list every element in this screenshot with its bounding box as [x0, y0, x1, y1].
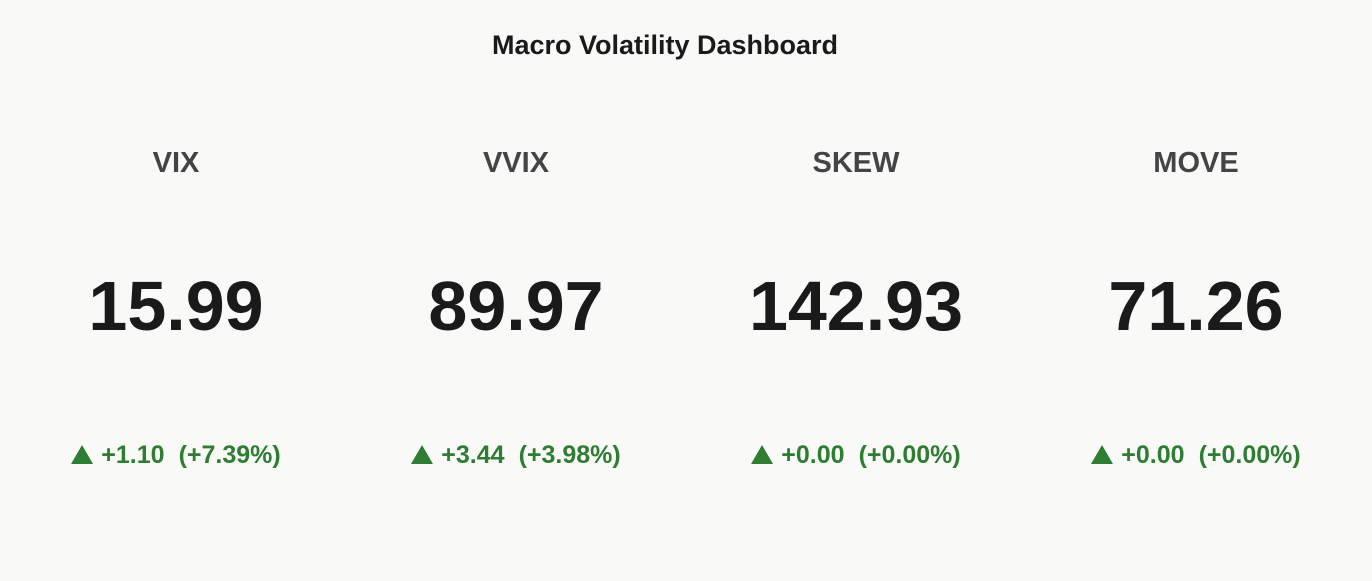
indicator-value: 142.93 [748, 267, 964, 345]
delta-abs: +1.10 [101, 441, 165, 469]
indicator-name: VVIX [482, 147, 550, 179]
card-row: VIX 15.99 +1.10 (+7.39%) VVIX 89.97 +3.44 (+3.9… [6, 0, 1366, 581]
delta-pct: (+3.98%) [518, 441, 621, 469]
indicator-delta: +0.00 (+0.00%) [1026, 441, 1366, 470]
indicator-name: VIX [152, 147, 200, 179]
indicator-name: SKEW [812, 147, 900, 179]
delta-abs: +3.44 [441, 441, 505, 469]
dashboard-title: Macro Volatility Dashboard [491, 30, 839, 60]
indicator-value: 15.99 [88, 267, 264, 345]
up-arrow [71, 445, 94, 464]
indicator-delta: +0.00 (+0.00%) [686, 441, 1026, 470]
delta-abs: +0.00 [781, 441, 845, 469]
delta-pct: (+7.39%) [178, 441, 281, 469]
indicator-card: VVIX 89.97 +3.44 (+3.98%) [346, 0, 686, 581]
indicator-card: VIX 15.99 +1.10 (+7.39%) [6, 0, 346, 581]
indicator-delta: +1.10 (+7.39%) [6, 441, 346, 470]
indicator-card: SKEW 142.93 +0.00 (+0.00%) [686, 0, 1026, 581]
indicator-value: 89.97 [428, 267, 604, 345]
indicator-value: 71.26 [1108, 267, 1284, 345]
indicator-name: MOVE [1153, 147, 1239, 179]
up-arrow [411, 445, 434, 464]
indicator-card: MOVE 71.26 +0.00 (+0.00%) [1026, 0, 1366, 581]
delta-pct: (+0.00%) [858, 441, 961, 469]
indicator-delta: +3.44 (+3.98%) [346, 441, 686, 470]
delta-abs: +0.00 [1121, 441, 1185, 469]
delta-pct: (+0.00%) [1198, 441, 1301, 469]
up-arrow [751, 445, 774, 464]
up-arrow [1091, 445, 1114, 464]
